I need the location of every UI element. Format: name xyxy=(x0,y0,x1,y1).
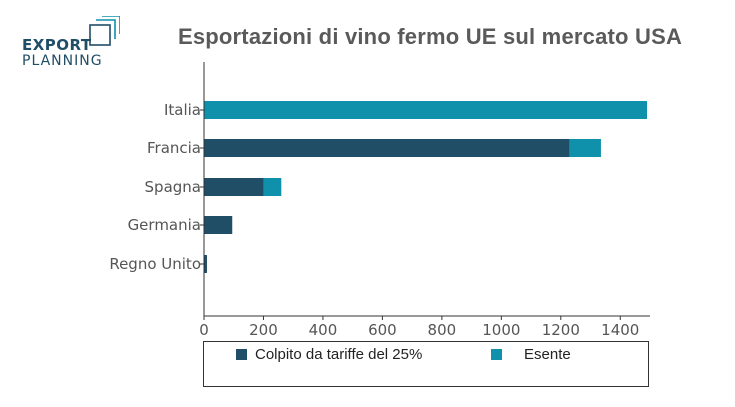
legend-label-esente: Esente xyxy=(524,346,571,363)
category-label: Italia xyxy=(164,101,201,119)
legend-item-esente: Esente xyxy=(491,346,571,363)
category-label: Germania xyxy=(128,216,201,234)
legend-swatch-colpito xyxy=(236,349,247,360)
category-label: Francia xyxy=(147,139,201,157)
bar-colpito xyxy=(204,139,570,157)
legend: Colpito da tariffe del 25% Esente xyxy=(203,341,649,387)
bar-colpito xyxy=(204,216,233,234)
bars-layer xyxy=(204,101,648,273)
legend-item-colpito: Colpito da tariffe del 25% xyxy=(236,346,422,363)
logo-mark-icon xyxy=(89,16,120,46)
chart-title: Esportazioni di vino fermo UE sul mercat… xyxy=(177,24,683,49)
x-tick-label: 1400 xyxy=(601,321,639,339)
bar-esente xyxy=(204,101,648,119)
logo-text-export: EXPORT xyxy=(22,36,92,54)
bar-esente xyxy=(569,139,601,157)
x-tick-label: 0 xyxy=(199,321,209,339)
category-label: Regno Unito xyxy=(109,255,201,273)
x-tick-label: 1200 xyxy=(542,321,580,339)
category-labels: Italia Francia Spagna Germania Regno Unito xyxy=(109,101,204,273)
x-tick-label: 200 xyxy=(249,321,278,339)
x-tick-label: 1000 xyxy=(482,321,520,339)
legend-label-colpito: Colpito da tariffe del 25% xyxy=(255,346,423,363)
x-tick-label: 800 xyxy=(428,321,457,339)
x-axis-ticks: 0 200 400 600 800 1000 1200 1400 xyxy=(199,316,639,339)
category-label: Spagna xyxy=(145,178,201,196)
export-planning-logo: EXPORT PLANNING xyxy=(22,16,132,70)
legend-swatch-esente xyxy=(491,349,502,360)
bar-colpito xyxy=(204,255,207,273)
x-tick-label: 600 xyxy=(368,321,397,339)
logo-text-planning: PLANNING xyxy=(22,53,103,69)
bar-esente xyxy=(263,178,282,196)
x-tick-label: 400 xyxy=(309,321,338,339)
bar-colpito xyxy=(204,178,264,196)
